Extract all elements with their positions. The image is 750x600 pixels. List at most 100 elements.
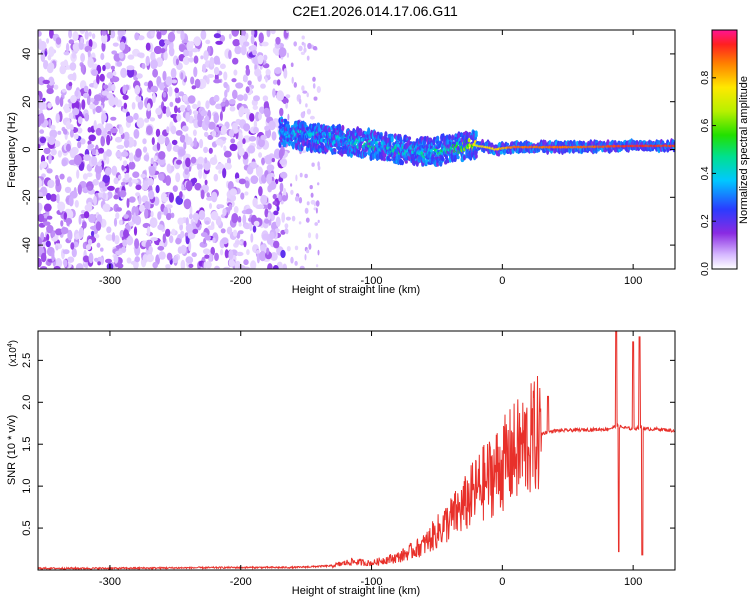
spectrogram-cell [307, 42, 312, 50]
spectrogram-cell [266, 30, 271, 38]
spectrogram-cell [157, 246, 165, 251]
spectrogram-cell [248, 136, 257, 142]
spectrogram-cell [118, 174, 122, 180]
spectrogram-cell [175, 172, 181, 183]
spectrogram-cell [204, 220, 210, 225]
spectrogram-cell [290, 256, 294, 264]
spectrogram-cell [46, 224, 54, 234]
spectrogram-cell [102, 64, 106, 72]
spectrogram-cell [65, 208, 72, 214]
spectrogram-cell [256, 166, 263, 178]
spectrogram-cell [176, 30, 182, 34]
x-tick-label: -300 [99, 275, 121, 287]
snr-y-scale-suffix: ) [8, 340, 19, 343]
spectrogram-cell [374, 138, 379, 142]
spectrogram-cell [246, 166, 254, 175]
spectrogram-cell [272, 79, 278, 85]
spectrogram-cell [93, 195, 97, 206]
spectrogram-cell [102, 203, 111, 213]
spectrogram-cell [94, 233, 100, 239]
spectrogram-cell [183, 141, 187, 150]
spectrogram-cell [68, 30, 73, 39]
spectrogram-cell [89, 103, 96, 110]
spectrogram-cell [240, 192, 245, 200]
spectrogram-cell [113, 217, 118, 227]
spectrogram-cell [114, 136, 123, 143]
spectrogram-cell [95, 221, 102, 231]
spectrogram-cell [153, 45, 162, 55]
spectrogram-cell [110, 65, 115, 70]
spectrogram-cell [245, 208, 253, 215]
spectrogram-cell [38, 236, 42, 248]
spectrogram-cell [106, 226, 112, 234]
spectrogram-cell [62, 88, 66, 93]
spectrogram-cell [126, 65, 135, 71]
spectrogram-cell [47, 179, 55, 189]
spectrogram-cell [144, 117, 150, 123]
spectrogram-cell [200, 55, 204, 60]
spectrogram-cell [228, 33, 232, 40]
spectrogram-cell [362, 137, 366, 142]
spectrogram-cell [185, 111, 190, 123]
spectrogram-cell [301, 85, 305, 92]
spectrogram-cell [279, 182, 284, 193]
spectrogram-cell [120, 67, 128, 78]
spectrogram-cell [141, 63, 146, 70]
spectrogram-cell [253, 126, 259, 134]
spectrogram-cell [216, 204, 225, 209]
spectrogram-cell [303, 42, 306, 49]
spectrogram-cell [264, 125, 270, 131]
spectrogram-cell [82, 255, 90, 263]
spectrogram-cell [228, 249, 234, 260]
spectrogram-cell [278, 47, 287, 58]
x-tick-label: 100 [624, 576, 642, 588]
x-tick-label: -100 [361, 275, 383, 287]
spectrogram-cell [178, 44, 186, 53]
spectrogram-cell [155, 128, 161, 138]
spectrogram-cell [66, 176, 72, 183]
spectrogram-cell [38, 30, 42, 37]
spectrogram-cell [165, 76, 173, 86]
spectrogram-cell [60, 61, 68, 67]
spectrogram-cell [206, 76, 210, 85]
spectrogram-cell [174, 87, 179, 94]
spectrogram-cell [278, 149, 284, 160]
spectrogram-cell [286, 30, 289, 34]
spectrogram-cell [97, 161, 102, 167]
spectrogram-cell [57, 130, 62, 135]
spectrogram-cell [43, 59, 49, 70]
spectrogram-cell [213, 112, 219, 124]
spectrogram-cell [231, 122, 238, 131]
spectrogram-cell [276, 205, 280, 212]
spectrogram-cell [74, 200, 79, 208]
spectrogram-cell [163, 206, 168, 216]
spectrogram-cell [161, 193, 167, 198]
spectrogram-cell [203, 261, 207, 269]
spectrogram-cell [211, 191, 218, 203]
spectrogram-cell [122, 160, 128, 167]
spectrogram-cell [204, 235, 211, 241]
x-tick-label: 100 [624, 275, 642, 287]
spectrogram-cell [157, 134, 166, 145]
spectrogram-cell [82, 242, 86, 250]
spectrogram-cell [150, 59, 158, 70]
spectrogram-cell [155, 107, 162, 116]
spectrogram-cell [280, 249, 286, 259]
spectrogram-cell [162, 105, 167, 114]
spectrogram-cell [158, 39, 166, 47]
spectrogram-cell [106, 134, 111, 146]
spectrogram-cell [68, 112, 75, 120]
spectrogram-cell [117, 30, 124, 37]
spectrogram-cell [223, 71, 228, 81]
spectrogram-cell [156, 141, 161, 151]
spectrogram-cell [147, 177, 154, 186]
spectrogram-cell [258, 186, 263, 197]
spectrogram-cell [190, 156, 197, 164]
spectrogram-cell [240, 44, 247, 56]
spectrogram-cell [162, 91, 167, 98]
spectrogram-cell [243, 259, 249, 266]
x-tick-label: -200 [230, 275, 252, 287]
spectrogram-cell [382, 157, 386, 162]
spectrogram-cell [304, 254, 307, 261]
spectrogram-cell [272, 265, 279, 269]
